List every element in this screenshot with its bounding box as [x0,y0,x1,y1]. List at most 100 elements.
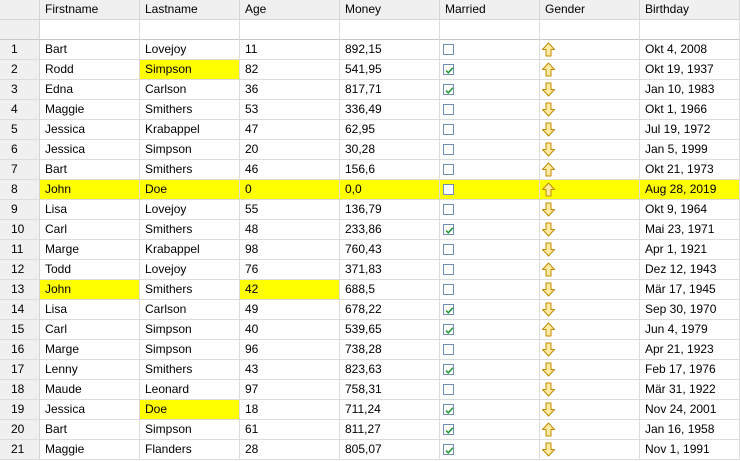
checkbox-checked[interactable] [443,64,454,75]
cell-married[interactable] [440,300,540,320]
cell-money[interactable]: 758,31 [340,380,440,400]
cell-age[interactable]: 97 [240,380,340,400]
cell-married[interactable] [440,220,540,240]
cell-gender[interactable] [540,240,640,260]
row-header[interactable]: 3 [0,80,40,100]
cell-money[interactable]: 711,24 [340,400,440,420]
cell-firstname[interactable]: Marge [40,340,140,360]
table-row[interactable]: 9 Lisa Lovejoy 55 136,79 Okt 9, 1964 [0,200,740,220]
row-header[interactable]: 15 [0,320,40,340]
column-header-money[interactable]: Money [340,0,440,20]
cell-gender[interactable] [540,440,640,460]
cell-age[interactable]: 36 [240,80,340,100]
cell-married[interactable] [440,160,540,180]
cell-money[interactable]: 678,22 [340,300,440,320]
checkbox-unchecked[interactable] [443,244,454,255]
row-header[interactable]: 18 [0,380,40,400]
table-row[interactable]: 12 Todd Lovejoy 76 371,83 Dez 12, 1943 [0,260,740,280]
cell-married[interactable] [440,120,540,140]
cell-lastname[interactable]: Simpson [140,340,240,360]
cell-firstname[interactable]: Jessica [40,400,140,420]
cell-gender[interactable] [540,400,640,420]
cell-birthday[interactable]: Aug 28, 2019 [640,180,740,200]
row-header[interactable]: 7 [0,160,40,180]
cell-lastname[interactable]: Lovejoy [140,40,240,60]
checkbox-checked[interactable] [443,324,454,335]
cell-birthday[interactable]: Jan 10, 1983 [640,80,740,100]
cell-money[interactable]: 62,95 [340,120,440,140]
table-row[interactable]: 4 Maggie Smithers 53 336,49 Okt 1, 1966 [0,100,740,120]
table-row[interactable]: 16 Marge Simpson 96 738,28 Apr 21, 1923 [0,340,740,360]
cell-married[interactable] [440,320,540,340]
cell-lastname[interactable]: Krabappel [140,120,240,140]
cell-lastname[interactable]: Smithers [140,100,240,120]
cell-money[interactable]: 30,28 [340,140,440,160]
column-header-gender[interactable]: Gender [540,0,640,20]
cell-money[interactable]: 136,79 [340,200,440,220]
cell-birthday[interactable]: Jul 19, 1972 [640,120,740,140]
cell-married[interactable] [440,380,540,400]
cell-birthday[interactable]: Jan 5, 1999 [640,140,740,160]
cell-firstname[interactable]: John [40,180,140,200]
cell-firstname[interactable]: Maggie [40,440,140,460]
cell-firstname[interactable]: John [40,280,140,300]
cell-birthday[interactable]: Mär 17, 1945 [640,280,740,300]
cell-birthday[interactable]: Nov 24, 2001 [640,400,740,420]
cell-lastname[interactable]: Doe [140,180,240,200]
cell-lastname[interactable]: Simpson [140,320,240,340]
cell-lastname[interactable]: Smithers [140,160,240,180]
checkbox-checked[interactable] [443,364,454,375]
cell-firstname[interactable]: Lisa [40,300,140,320]
cell-married[interactable] [440,200,540,220]
cell-birthday[interactable]: Dez 12, 1943 [640,260,740,280]
row-header[interactable]: 11 [0,240,40,260]
cell-firstname[interactable]: Jessica [40,140,140,160]
cell-lastname[interactable]: Lovejoy [140,260,240,280]
table-row[interactable]: 21 Maggie Flanders 28 805,07 Nov 1, 1991 [0,440,740,460]
cell-married[interactable] [440,260,540,280]
cell-gender[interactable] [540,80,640,100]
cell-gender[interactable] [540,160,640,180]
cell-age[interactable]: 76 [240,260,340,280]
cell-firstname[interactable]: Maggie [40,100,140,120]
cell-money[interactable]: 823,63 [340,360,440,380]
cell-lastname[interactable]: Carlson [140,300,240,320]
cell-gender[interactable] [540,40,640,60]
checkbox-checked[interactable] [443,404,454,415]
cell-firstname[interactable]: Jessica [40,120,140,140]
cell-married[interactable] [440,140,540,160]
column-header-married[interactable]: Married [440,0,540,20]
cell-married[interactable] [440,360,540,380]
cell-married[interactable] [440,180,540,200]
cell-money[interactable]: 760,43 [340,240,440,260]
table-row[interactable]: 8 John Doe 0 0,0 Aug 28, 2019 [0,180,740,200]
cell-lastname[interactable]: Smithers [140,280,240,300]
row-header[interactable]: 8 [0,180,40,200]
cell-lastname[interactable]: Leonard [140,380,240,400]
cell-firstname[interactable]: Todd [40,260,140,280]
cell-age[interactable]: 48 [240,220,340,240]
cell-money[interactable]: 541,95 [340,60,440,80]
cell-lastname[interactable]: Smithers [140,360,240,380]
cell-gender[interactable] [540,200,640,220]
table-row[interactable]: 11 Marge Krabappel 98 760,43 Apr 1, 1921 [0,240,740,260]
cell-money[interactable]: 817,71 [340,80,440,100]
cell-money[interactable]: 371,83 [340,260,440,280]
cell-age[interactable]: 28 [240,440,340,460]
cell-age[interactable]: 42 [240,280,340,300]
checkbox-unchecked[interactable] [443,344,454,355]
cell-birthday[interactable]: Jun 4, 1979 [640,320,740,340]
filter-gender[interactable] [540,20,640,40]
cell-gender[interactable] [540,280,640,300]
cell-money[interactable]: 233,86 [340,220,440,240]
row-header[interactable]: 1 [0,40,40,60]
cell-firstname[interactable]: Bart [40,40,140,60]
column-header-age[interactable]: Age [240,0,340,20]
table-row[interactable]: 20 Bart Simpson 61 811,27 Jan 16, 1958 [0,420,740,440]
filter-money[interactable] [340,20,440,40]
checkbox-unchecked[interactable] [443,204,454,215]
row-header[interactable]: 14 [0,300,40,320]
cell-age[interactable]: 46 [240,160,340,180]
cell-birthday[interactable]: Okt 9, 1964 [640,200,740,220]
cell-married[interactable] [440,420,540,440]
